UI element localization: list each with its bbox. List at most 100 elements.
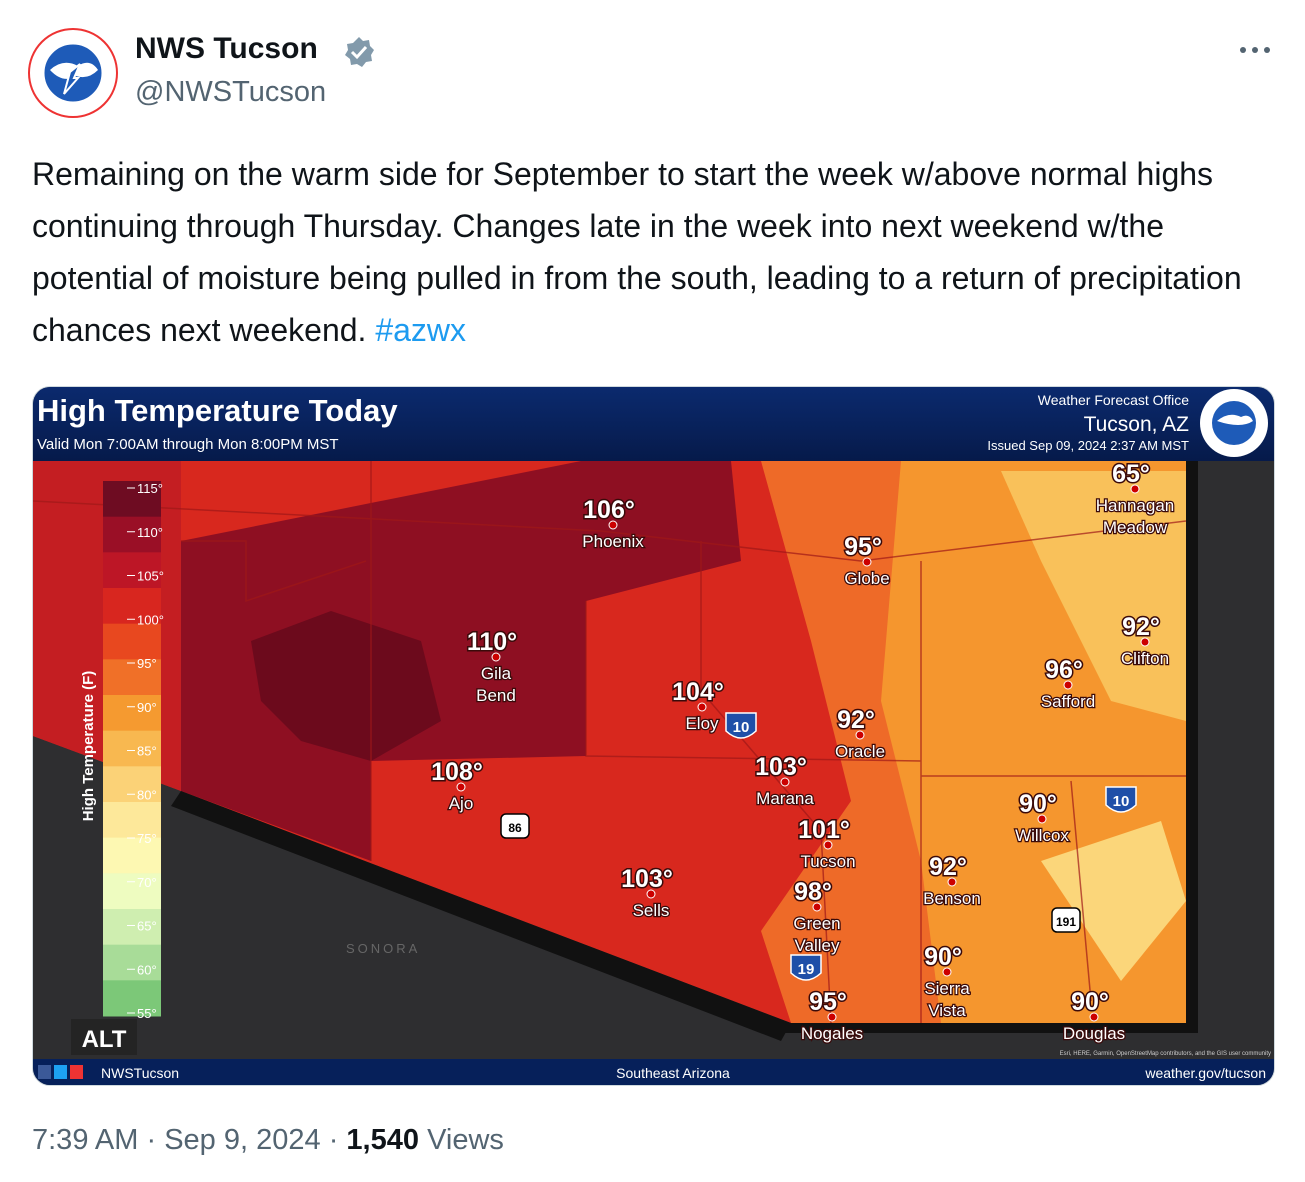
time[interactable]: 7:39 AM	[32, 1124, 139, 1156]
footer-center: Southeast Arizona	[616, 1065, 730, 1081]
legend-tick-label: 105°	[137, 569, 164, 584]
tweet-meta: 7:39 AM · Sep 9, 2024 · 1,540 Views	[32, 1124, 504, 1157]
legend-swatch	[103, 873, 161, 910]
city-dot	[827, 1012, 837, 1022]
city-temp: 92°	[1122, 613, 1160, 641]
city-temp: 92°	[929, 853, 967, 881]
author-handle[interactable]: @NWSTucson	[135, 76, 327, 108]
city-temp: 106°	[583, 496, 635, 524]
city-dot	[1130, 484, 1140, 494]
tweet-body: Remaining on the warm side for September…	[32, 156, 1242, 348]
legend-swatch	[103, 802, 161, 839]
tweet-text: Remaining on the warm side for September…	[32, 148, 1282, 356]
city-dot	[823, 840, 833, 850]
city-dot	[697, 702, 707, 712]
city-dot	[855, 730, 865, 740]
us-shield	[1051, 907, 1081, 933]
legend-tick-label: 80°	[137, 787, 157, 802]
views-count: 1,540	[346, 1124, 419, 1156]
footer-left: NWSTucson	[101, 1065, 179, 1081]
city-temp: 104°	[672, 678, 724, 706]
city-temp: 103°	[621, 865, 673, 893]
forecast-map: High Temperature Today Valid Mon 7:00AM …	[33, 387, 1274, 1085]
city-name: Globe	[844, 569, 889, 588]
legend-swatch	[103, 481, 161, 518]
city-temp: 103°	[755, 753, 807, 781]
city-temp: 95°	[809, 988, 847, 1016]
city-name: Bend	[476, 686, 516, 705]
city-dot	[812, 902, 822, 912]
city-dot	[862, 557, 872, 567]
city-temp: 108°	[431, 758, 483, 786]
city-name: Hannagan	[1096, 496, 1174, 515]
city-name: Ajo	[449, 794, 474, 813]
valid-period: Valid Mon 7:00AM through Mon 8:00PM MST	[37, 436, 339, 453]
legend-tick-label: 55°	[137, 1006, 157, 1021]
legend-swatch	[103, 909, 161, 946]
legend-tick-label: 115°	[137, 481, 163, 496]
city-dot	[456, 782, 466, 792]
shield-label: 19	[798, 961, 815, 978]
legend-swatch	[103, 659, 161, 696]
verified-badge	[345, 37, 374, 67]
city-name: Tucson	[800, 852, 855, 871]
legend-tick-label: 60°	[137, 962, 157, 977]
region-label: SONORA	[346, 941, 420, 956]
legend-tick-label: 85°	[137, 744, 157, 759]
interstate-shield	[725, 712, 757, 739]
city-name: Sells	[633, 901, 670, 920]
tweet-image[interactable]: High Temperature Today Valid Mon 7:00AM …	[32, 386, 1275, 1086]
city-name: Eloy	[685, 714, 719, 733]
city-dot	[1037, 814, 1047, 824]
shield-label: 191	[1056, 915, 1076, 929]
shields: 10 86 19 191 10	[500, 712, 1137, 981]
city-dot	[780, 777, 790, 787]
legend-tick-label: 95°	[137, 656, 157, 671]
legend-swatch	[103, 766, 161, 803]
city-temp: 101°	[798, 816, 850, 844]
more-button[interactable]	[1237, 40, 1277, 60]
city-temp: 98°	[794, 878, 832, 906]
city-dot	[608, 520, 618, 530]
interstate-shield	[790, 954, 822, 981]
hashtag[interactable]: #azwx	[375, 312, 467, 348]
alt-badge[interactable]: ALT	[82, 1026, 127, 1053]
separator: ·	[146, 1124, 157, 1156]
legend-title: High Temperature (F)	[80, 671, 97, 822]
legend-tick-label: 90°	[137, 700, 157, 715]
legend-swatch	[103, 944, 161, 981]
legend-swatch	[103, 623, 161, 660]
shield-label: 10	[733, 719, 750, 736]
legend: 115° 110° 105° 100° 95° 90° 85° 80° 75° 70° 65° 60°…	[103, 481, 164, 1021]
legend-swatch	[103, 980, 161, 1017]
separator: ·	[328, 1124, 339, 1156]
city-name: Gila	[481, 664, 512, 683]
office-label: Weather Forecast Office	[1038, 392, 1189, 408]
city-name: Marana	[756, 789, 814, 808]
city-temp: 65°	[1112, 460, 1150, 488]
city-dot	[491, 652, 501, 662]
city-name: Sierra	[924, 979, 970, 998]
city-dot	[1140, 637, 1150, 647]
legend-swatch	[103, 837, 161, 874]
author-name[interactable]: NWS Tucson	[135, 32, 318, 65]
city-name: Phoenix	[582, 532, 644, 551]
city-name: Vista	[928, 1001, 966, 1020]
legend-swatch	[103, 516, 161, 553]
us-shield	[500, 813, 530, 839]
legend-swatch	[103, 695, 161, 732]
avatar[interactable]	[28, 28, 118, 118]
attribution: Esri, HERE, Garmin, OpenStreetMap contri…	[1060, 1051, 1271, 1057]
city-dot	[942, 967, 952, 977]
city-dot	[1063, 680, 1073, 690]
city-name: Oracle	[835, 742, 885, 761]
city-dot	[947, 877, 957, 887]
city-name: Benson	[923, 889, 981, 908]
city-temp: 110°	[467, 628, 517, 656]
city-dot	[1089, 1012, 1099, 1022]
city-dot	[646, 889, 656, 899]
date[interactable]: Sep 9, 2024	[164, 1124, 321, 1156]
city-name: Willcox	[1015, 826, 1069, 845]
city-name: Clifton	[1121, 649, 1169, 668]
